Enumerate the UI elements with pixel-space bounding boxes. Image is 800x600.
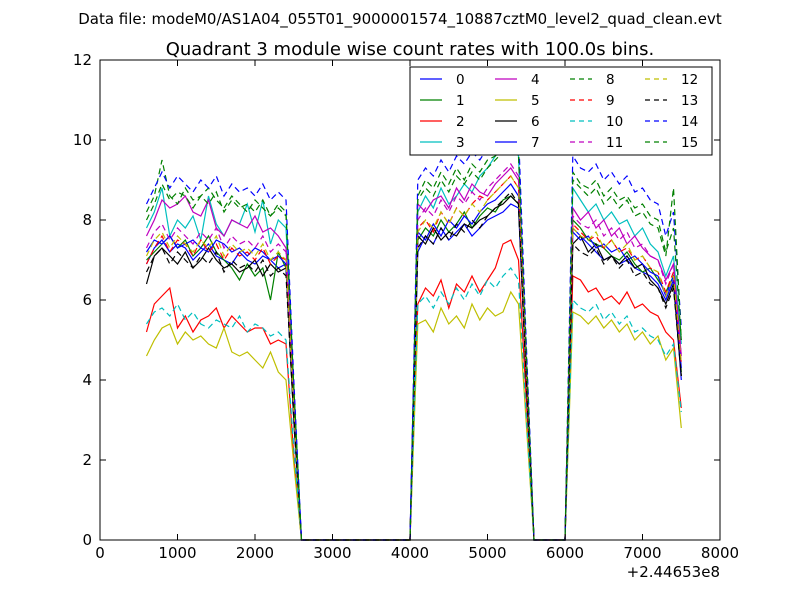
y-tick-label: 0 (82, 531, 92, 549)
legend-box (409, 66, 713, 156)
legend-label-9: 9 (606, 93, 615, 109)
x-tick-label: 2000 (236, 544, 274, 562)
legend-label-4: 4 (531, 72, 540, 88)
series-line-3 (145, 138, 682, 541)
y-tick-label: 12 (73, 51, 92, 69)
x-tick-label: 6000 (546, 544, 584, 562)
x-tick-label: 3000 (313, 544, 351, 562)
legend-label-2: 2 (456, 114, 465, 130)
legend-label-8: 8 (606, 72, 615, 88)
x-tick-label: 4000 (391, 544, 429, 562)
legend-label-11: 11 (606, 135, 623, 151)
series-line-5 (145, 290, 682, 541)
series-line-15 (145, 143, 682, 541)
series-line-10 (145, 267, 682, 541)
series-line-12 (145, 175, 682, 541)
legend-label-14: 14 (681, 114, 698, 130)
legend-label-13: 13 (681, 93, 698, 109)
x-tick-label: 7000 (623, 544, 661, 562)
x-offset-label: +2.44653e8 (627, 563, 720, 581)
axes: 0 1000 2000 3000 4000 5000 6000 7000 80000246810… (73, 51, 739, 562)
y-tick-label: 2 (82, 451, 92, 469)
legend-label-0: 0 (456, 72, 465, 88)
series-line-14 (145, 114, 682, 541)
x-tick-label: 8000 (701, 544, 739, 562)
figure-suptitle: Data file: modeM0/AS1A04_055T01_90000015… (78, 10, 722, 29)
y-tick-label: 4 (82, 371, 92, 389)
legend-label-1: 1 (456, 93, 465, 109)
y-tick-label: 8 (82, 211, 92, 229)
legend-label-6: 6 (531, 114, 540, 130)
x-tick-label: 5000 (468, 544, 506, 562)
x-tick-label: 1000 (158, 544, 196, 562)
y-tick-label: 6 (82, 291, 92, 309)
legend-label-12: 12 (681, 72, 698, 88)
legend-label-3: 3 (456, 135, 465, 151)
x-tick-label: 0 (95, 544, 105, 562)
legend-label-5: 5 (531, 93, 540, 109)
legend-label-10: 10 (606, 114, 623, 130)
series-line-8 (145, 130, 682, 541)
y-tick-label: 10 (73, 131, 92, 149)
chart-title: Quadrant 3 module wise count rates with … (166, 39, 655, 60)
plot-area (145, 114, 682, 541)
legend-label-7: 7 (531, 135, 540, 151)
legend-label-15: 15 (681, 135, 698, 151)
